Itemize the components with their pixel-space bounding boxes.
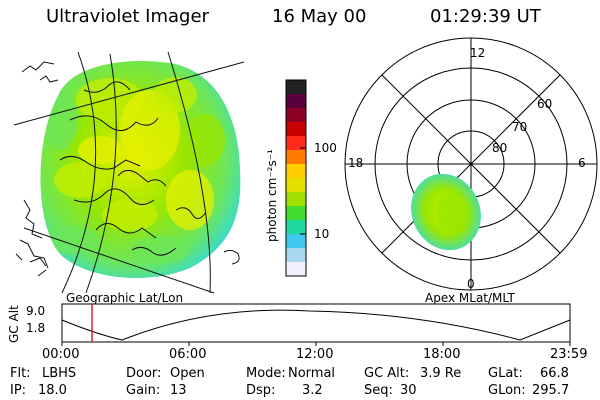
emission-patch [54,162,106,198]
status-ip-key: IP: [10,383,27,398]
status-glon-value: 295.7 [532,383,570,398]
polar-plot [344,37,598,291]
status-glat-key: GLat: [488,366,523,381]
emission-patch [40,226,100,254]
observation-time: 01:29:39 UT [430,6,541,27]
emission-patch [166,170,214,230]
status-glon-key: GLon: [488,383,526,398]
observation-date: 16 May 00 [272,6,367,27]
status-dsp-key: Dsp: [246,383,276,398]
status-seq-value: 30 [400,383,417,398]
colorbar-label-100: 100 [314,141,337,155]
colorbar-band [286,150,306,165]
coastlines [15,61,240,277]
colorbar-band [286,262,306,277]
mlat-label-60: 60 [537,97,553,111]
geo-panel-label: Geographic Lat/Lon [66,291,184,305]
colorbar [285,79,307,277]
orbit-xtick-0: 00:00 [42,347,80,362]
mlt-label-0: 0 [467,277,475,291]
orbit-x-ticks [61,342,571,346]
status-flt-key: Flt: [10,366,31,381]
status-flt-value: LBHS [42,366,77,381]
colorbar-band [286,80,306,95]
orbit-ytick-9: 9.0 [26,304,46,318]
mlt-label-18: 18 [348,156,364,170]
mlat-label-80: 80 [492,141,508,155]
orbit-plot-frame [61,303,571,343]
status-seq-key: Seq: [364,383,393,398]
colorbar-unit-label: photon cm⁻²s⁻¹ [265,149,279,242]
colorbar-band [286,94,306,109]
emission-patch [42,90,78,150]
colorbar-band [286,206,306,221]
status-door-key: Door: [126,366,162,381]
mlt-label-12: 12 [470,46,486,60]
colorbar-band [286,164,306,179]
emission-patch [185,114,225,166]
orbit-xtick-3: 18:00 [423,347,461,362]
orbit-ytick-1-8: 1.8 [26,321,46,335]
auroral-oval [411,173,481,251]
colorbar-band [286,122,306,137]
colorbar-band [286,234,306,249]
status-dsp-value: 3.2 [302,383,323,398]
orbit-xtick-4: 23:59 [550,347,588,362]
orbit-xtick-1: 06:00 [169,347,207,362]
colorbar-band [286,178,306,193]
polar-diagonal-2 [381,74,561,254]
emission-patch [102,199,158,231]
status-door-value: Open [170,366,205,381]
orbit-altitude-curve [61,309,571,341]
instrument-title: Ultraviolet Imager [46,6,209,27]
mlat-label-70: 70 [512,120,528,134]
status-gain-value: 13 [170,383,187,398]
orbit-plot [61,303,571,346]
geo-image-panel [13,51,245,294]
colorbar-band [286,136,306,151]
emission-patch [130,236,190,264]
colorbar-band [286,192,306,207]
status-gain-key: Gain: [126,383,161,398]
colorbar-band [286,248,306,263]
emission-patch [153,77,197,113]
status-gcalt-value: 3.9 Re [420,366,462,381]
status-mode-value: Normal [288,366,336,381]
emission-patch [78,136,122,164]
status-glat-value: 66.8 [540,366,569,381]
polar-panel-label: Apex MLat/MLT [425,291,515,305]
status-gcalt-key: GC Alt: [364,366,410,381]
geo-grid-lines [13,51,245,294]
colorbar-label-10: 10 [314,227,330,241]
colorbar-bands [286,80,306,277]
mlt-label-6: 6 [578,156,586,170]
orbit-xtick-2: 12:00 [296,347,334,362]
orbit-ylabel: GC Alt [7,305,21,343]
status-ip-value: 18.0 [38,383,67,398]
colorbar-band [286,220,306,235]
status-mode-key: Mode: [246,366,286,381]
colorbar-band [286,108,306,123]
